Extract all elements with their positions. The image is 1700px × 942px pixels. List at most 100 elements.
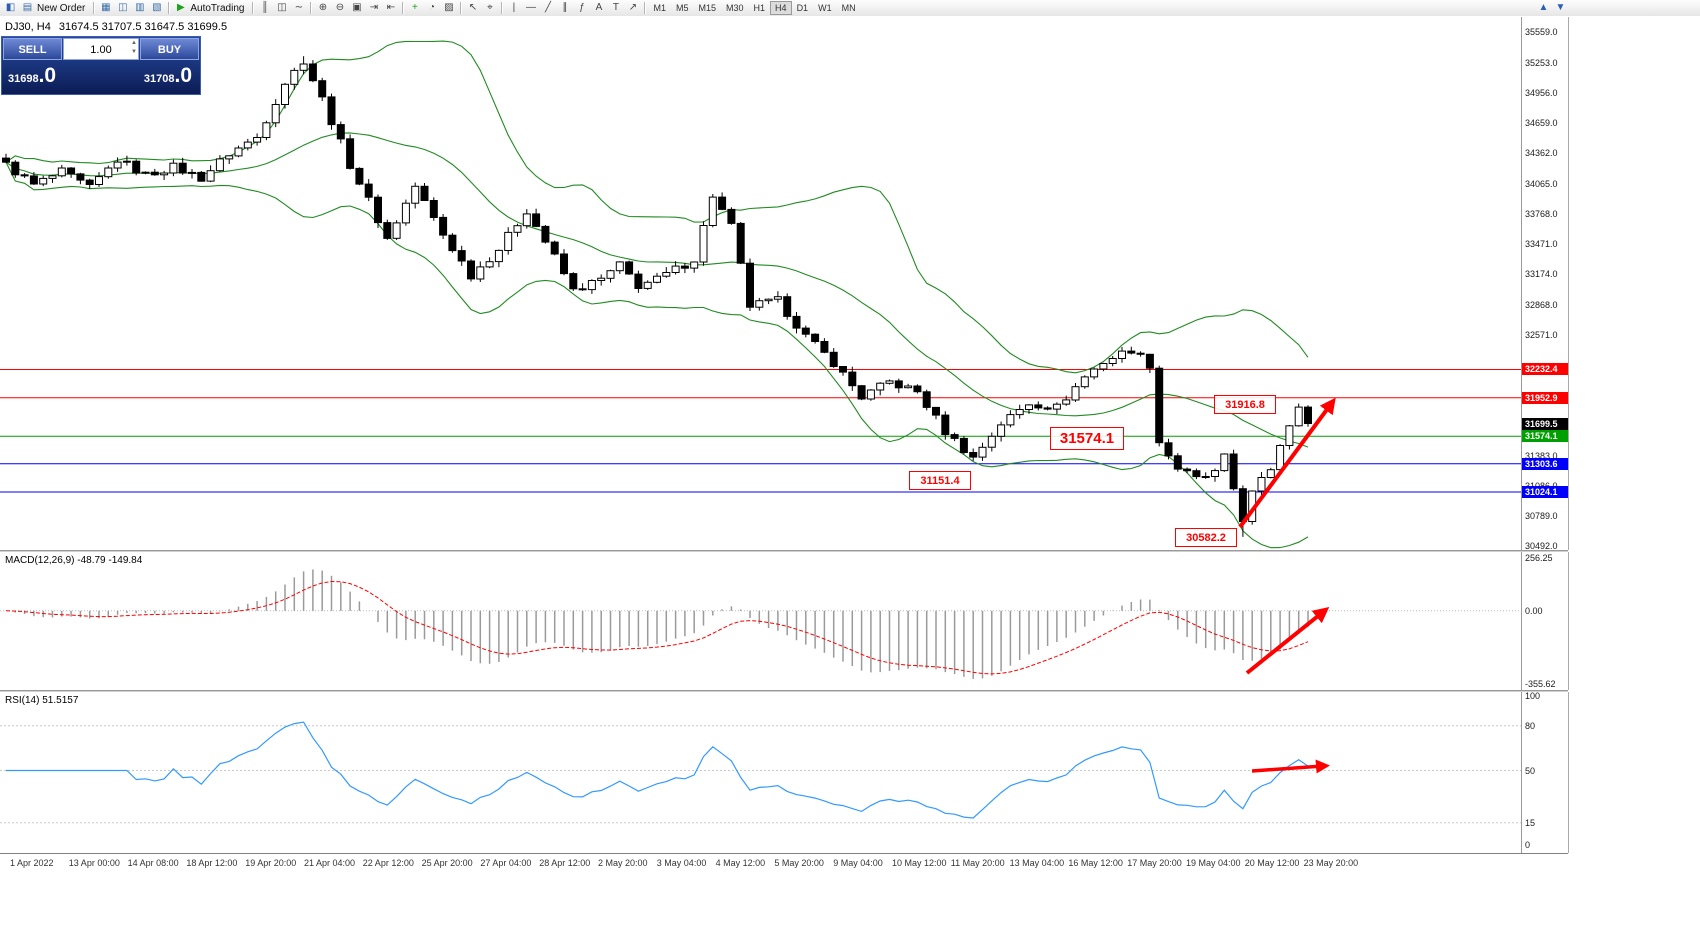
chart-line-icon[interactable]: ∼	[294, 2, 304, 13]
macd-label: MACD(12,26,9) -48.79 -149.84	[5, 555, 143, 566]
time-axis-label: 18 Apr 12:00	[186, 858, 238, 868]
app-icon[interactable]: ◧	[5, 2, 16, 13]
time-axis-label: 20 May 12:00	[1244, 858, 1300, 868]
price-badge: 31574.1	[1522, 430, 1568, 443]
timeframe-mn[interactable]: MN	[841, 3, 856, 13]
trendline-icon[interactable]: ╱	[544, 2, 551, 13]
price-axis: 35559.0 35253.0 34956.0 34659.0 34362.0 34065…	[1521, 17, 1568, 550]
toolbar-separator	[644, 2, 646, 14]
zoom-in-icon[interactable]: ⊕	[318, 2, 328, 13]
macd-axis-label: 256.25	[1525, 553, 1553, 563]
price-axis-label: 31086.0	[1525, 481, 1558, 491]
time-axis-label: 13 Apr 00:00	[68, 858, 120, 868]
price-axis-label: 34065.0	[1525, 178, 1558, 189]
timeframe-m30[interactable]: M30	[726, 3, 744, 13]
autotrading-icon[interactable]: ▶	[177, 2, 185, 13]
chart-workspace: DJ30, H4 31674.5 31707.5 31647.5 31699.5 …	[0, 16, 1700, 942]
rsi-axis-label: 15	[1525, 817, 1536, 828]
time-axis-label: 28 Apr 12:00	[539, 858, 591, 868]
timeframe-m15[interactable]: M15	[698, 3, 717, 13]
fibonacci-icon[interactable]: ƒ	[579, 2, 585, 13]
macd-axis-label: 0.00	[1525, 605, 1543, 616]
time-axis[interactable]: 1 Apr 2022 13 Apr 00:00 14 Apr 08:00 18 Apr…	[0, 853, 1568, 872]
chart-symbol-period: DJ30, H4	[5, 21, 51, 33]
autotrading-button[interactable]: AutoTrading	[190, 2, 245, 14]
chart-header: DJ30, H4 31674.5 31707.5 31647.5 31699.5	[5, 21, 235, 33]
price-chart-canvas[interactable]	[0, 17, 1521, 550]
price-axis-label: 33174.0	[1525, 268, 1558, 279]
rsi-axis: 100 80 50 15 0	[1521, 692, 1568, 853]
timeframe-h4[interactable]: H4	[770, 1, 792, 15]
periods-icon[interactable]: ◔	[428, 2, 435, 13]
one-click-trading-panel: SELL 1.00 ▲ ▼ BUY 31698.0 31708.0	[1, 36, 201, 95]
macd-panel[interactable]: MACD(12,26,9) -48.79 -149.84 256.25 0.00 -…	[0, 552, 1569, 690]
macd-axis: 256.25 0.00 -355.62	[1521, 552, 1568, 690]
time-axis-label: 13 May 04:00	[1009, 858, 1065, 868]
time-axis-label: 27 Apr 04:00	[480, 858, 532, 868]
indicators-icon[interactable]: +	[412, 2, 418, 13]
time-axis-label: 5 May 20:00	[774, 858, 824, 868]
timeframe-d1[interactable]: D1	[796, 3, 809, 13]
rsi-canvas[interactable]	[0, 692, 1521, 853]
volume-down-icon[interactable]: ▼	[131, 49, 137, 55]
chart-bars-icon[interactable]: ║	[261, 2, 269, 13]
macd-axis-label: -355.62	[1525, 679, 1556, 689]
templates-icon[interactable]: ▨	[444, 2, 454, 13]
charts-grid-icon[interactable]: ▦	[101, 2, 111, 13]
cursor-icon[interactable]: ↖	[468, 2, 478, 13]
zoom-out-icon[interactable]: ⊖	[335, 2, 345, 13]
new-order-button[interactable]: New Order	[37, 2, 86, 14]
horizontal-line-icon[interactable]: —	[525, 2, 536, 13]
price-axis-label: 33471.0	[1525, 238, 1558, 249]
down-arrow-icon[interactable]: ▼	[1555, 2, 1566, 13]
macd-canvas[interactable]	[0, 552, 1521, 690]
up-arrow-icon[interactable]: ▲	[1538, 2, 1549, 13]
chart-candles-icon[interactable]: ◫	[277, 2, 287, 13]
navigator-icon[interactable]: ▧	[152, 2, 162, 13]
time-axis-label: 17 May 20:00	[1127, 858, 1182, 868]
price-annotation[interactable]: 31151.4	[909, 471, 971, 490]
toolbar-right-group: ▲ ▼	[1535, 0, 1569, 16]
tile-windows-icon[interactable]: ▣	[352, 2, 362, 13]
text-icon[interactable]: A	[595, 2, 603, 13]
timeframe-m1[interactable]: M1	[653, 3, 666, 13]
timeframe-m5[interactable]: M5	[675, 3, 689, 13]
price-annotation[interactable]: 31916.8	[1214, 395, 1276, 414]
vertical-line-icon[interactable]: |	[512, 2, 516, 13]
channel-icon[interactable]: ∥	[562, 2, 568, 13]
auto-scroll-icon[interactable]: ⇥	[369, 2, 379, 13]
profiles-icon[interactable]: ◫	[118, 2, 128, 13]
arrows-icon[interactable]: ↗	[628, 2, 638, 13]
price-axis-label: 35559.0	[1525, 27, 1558, 37]
sell-button[interactable]: SELL	[3, 38, 62, 60]
volume-up-icon[interactable]: ▲	[131, 40, 137, 46]
rsi-panel[interactable]: RSI(14) 51.5157 100 80 50 15 0	[0, 692, 1569, 853]
market-watch-icon[interactable]: ▥	[135, 2, 145, 13]
new-order-icon[interactable]: ▤	[22, 2, 33, 13]
chart-shift-icon[interactable]: ⇤	[386, 2, 396, 13]
price-chart-panel[interactable]: DJ30, H4 31674.5 31707.5 31647.5 31699.5 …	[0, 17, 1569, 550]
price-axis-label: 34956.0	[1525, 88, 1558, 99]
volume-input[interactable]: 1.00 ▲ ▼	[63, 38, 139, 60]
buy-price: 31708.0	[143, 64, 192, 87]
time-axis-label: 9 May 04:00	[833, 858, 883, 868]
timeframe-h1[interactable]: H1	[753, 3, 766, 13]
time-axis-label: 10 May 12:00	[892, 858, 947, 868]
toolbar-separator	[310, 2, 312, 14]
rsi-axis-label: 0	[1525, 840, 1531, 850]
buy-button[interactable]: BUY	[140, 38, 199, 60]
timeframe-w1[interactable]: W1	[818, 3, 832, 13]
price-axis-label: 33768.0	[1525, 208, 1558, 219]
price-annotation[interactable]: 30582.2	[1175, 528, 1237, 547]
crosshair-icon[interactable]: ⌖	[487, 2, 493, 13]
time-axis-label: 25 Apr 20:00	[421, 858, 473, 868]
volume-value[interactable]: 1.00	[90, 44, 112, 56]
price-axis-label: 34362.0	[1525, 148, 1558, 159]
price-badge: 32232.4	[1522, 363, 1568, 376]
price-axis-label: 34659.0	[1525, 118, 1558, 129]
toolbar-left-group: ◧ ▤ New Order ▦ ◫ ▥ ▧ ▶ AutoTrading ║ ◫ ∼ ⊕ ⊖ ▣ ⇥ ⇤ + ◔ ▨ ↖ ⌖…	[0, 0, 648, 16]
label-icon[interactable]: T	[612, 2, 620, 13]
toolbar-separator	[168, 2, 170, 14]
price-annotation[interactable]: 31574.1	[1050, 427, 1124, 450]
